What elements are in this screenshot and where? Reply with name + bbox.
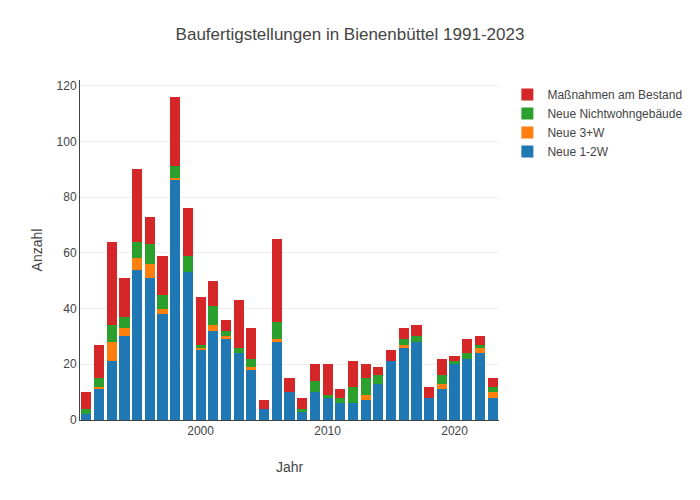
svg-text:Jahr: Jahr <box>276 459 304 475</box>
svg-text:100: 100 <box>57 135 77 149</box>
svg-text:120: 120 <box>57 79 77 93</box>
svg-text:Neue Nichtwohngebäude: Neue Nichtwohngebäude <box>547 107 682 121</box>
svg-text:2010: 2010 <box>314 424 341 438</box>
svg-text:Maßnahmen am Bestand: Maßnahmen am Bestand <box>547 88 682 102</box>
svg-text:80: 80 <box>63 190 77 204</box>
svg-text:20: 20 <box>63 357 77 371</box>
svg-text:0: 0 <box>70 413 77 427</box>
svg-text:2000: 2000 <box>187 424 214 438</box>
svg-text:Neue 1-2W: Neue 1-2W <box>547 145 608 159</box>
svg-text:60: 60 <box>63 246 77 260</box>
svg-text:40: 40 <box>63 302 77 316</box>
svg-text:Baufertigstellungen in Bienenb: Baufertigstellungen in Bienenbüttel 1991… <box>176 25 525 44</box>
svg-text:Anzahl: Anzahl <box>29 229 45 272</box>
svg-text:2020: 2020 <box>441 424 468 438</box>
svg-text:Neue 3+W: Neue 3+W <box>547 126 605 140</box>
